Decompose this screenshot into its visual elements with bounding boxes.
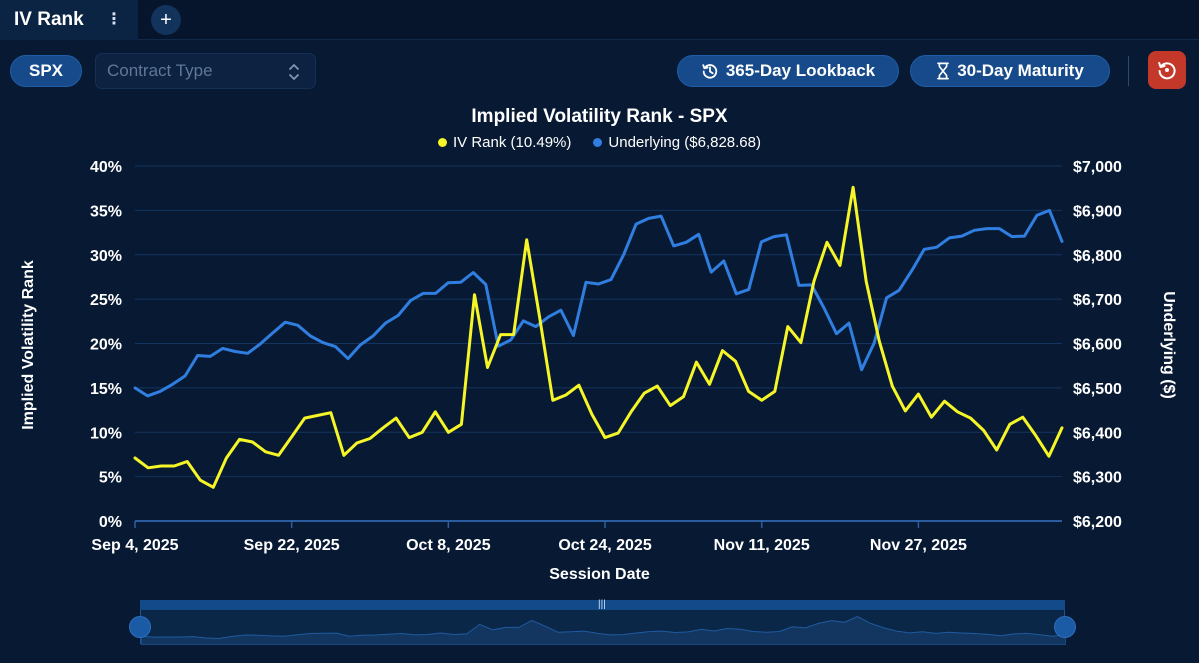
- tab-menu-icon[interactable]: ⋮: [106, 11, 122, 28]
- chart-series: [133, 185, 1064, 489]
- x-axis: Sep 4, 2025 Sep 22, 2025 Oct 8, 2025 Oct 24…: [91, 521, 967, 554]
- hourglass-icon: [937, 62, 950, 80]
- y-right-tick-label: $6,800: [1073, 248, 1122, 265]
- symbol-button[interactable]: SPX: [10, 55, 82, 87]
- x-tick-label: Oct 8, 2025: [406, 537, 491, 554]
- y-right-axis-title: Underlying ($): [1160, 291, 1177, 399]
- tab-iv-rank[interactable]: IV Rank ⋮: [0, 0, 138, 40]
- x-tick-label: Nov 27, 2025: [870, 537, 967, 554]
- add-tab-button[interactable]: +: [151, 5, 181, 35]
- chart-gridlines: [135, 165, 1062, 522]
- y-right-tick-label: $6,700: [1073, 292, 1122, 309]
- legend-label-iv-rank: IV Rank (10.49%): [453, 134, 572, 151]
- y-right-tick-labels: $6,200 $6,300 $6,400 $6,500 $6,600 $6,700 $6,8…: [1073, 159, 1122, 531]
- contract-type-placeholder: Contract Type: [107, 61, 213, 80]
- y-right-tick-label: $7,000: [1073, 159, 1122, 176]
- lookback-button[interactable]: 365-Day Lookback: [677, 55, 899, 87]
- x-tick-label: Sep 4, 2025: [91, 537, 178, 554]
- legend-item-iv-rank[interactable]: IV Rank (10.49%): [438, 134, 571, 151]
- y-left-tick-label: 10%: [90, 425, 122, 442]
- navigator-right-handle[interactable]: [1054, 616, 1076, 638]
- maturity-label: 30-Day Maturity: [957, 61, 1084, 80]
- tab-bar: IV Rank ⋮ +: [0, 0, 1199, 40]
- maturity-button[interactable]: 30-Day Maturity: [910, 55, 1110, 87]
- iv-rank-chart[interactable]: 0%5%10%15%20%25%30%35%40% $6,200$6,300$6…: [0, 95, 1199, 565]
- y-left-tick-label: 25%: [90, 292, 122, 309]
- x-tick-label: Oct 24, 2025: [558, 537, 652, 554]
- x-tick-label: Nov 11, 2025: [714, 537, 810, 554]
- y-left-tick-label: 35%: [90, 203, 122, 220]
- reset-button[interactable]: [1148, 51, 1186, 89]
- x-tick-label: Sep 22, 2025: [244, 537, 340, 554]
- navigator-series: [140, 616, 1067, 646]
- navigator-scrollbar[interactable]: [140, 600, 1065, 610]
- reset-icon: [1158, 62, 1176, 80]
- history-icon: [702, 64, 718, 79]
- navigator-sparkline: [140, 616, 1067, 646]
- y-left-tick-label: 15%: [90, 381, 122, 398]
- legend-dot-underlying: [593, 138, 603, 147]
- y-left-tick-label: 0%: [99, 514, 122, 531]
- y-left-tick-labels: 0% 5% 10% 15% 20% 25% 30% 35% 40%: [90, 159, 122, 531]
- chart-legend: IV Rank (10.49%) Underlying ($6,828.68): [0, 134, 1199, 151]
- navigator-left-handle[interactable]: [129, 616, 151, 638]
- y-right-tick-label: $6,300: [1073, 470, 1122, 487]
- y-left-axis-title: Implied Volatility Rank: [20, 260, 37, 430]
- y-right-tick-label: $6,600: [1073, 337, 1122, 354]
- legend-label-underlying: Underlying ($6,828.68): [608, 134, 761, 151]
- chevron-updown-icon: [289, 64, 299, 80]
- toolbar-divider: [1128, 56, 1129, 86]
- y-right-tick-label: $6,900: [1073, 203, 1122, 220]
- navigator-grip-icon[interactable]: |||: [598, 599, 606, 610]
- chart-title: Implied Volatility Rank - SPX: [471, 106, 728, 127]
- lookback-label: 365-Day Lookback: [725, 61, 876, 80]
- y-left-tick-label: 20%: [90, 337, 122, 354]
- y-left-tick-label: 30%: [90, 248, 122, 265]
- y-right-tick-label: $6,400: [1073, 425, 1122, 442]
- y-left-tick-label: 40%: [90, 159, 122, 176]
- contract-type-select[interactable]: Contract Type: [95, 53, 316, 89]
- series-line-iv-rank[interactable]: [133, 185, 1064, 489]
- legend-item-underlying[interactable]: Underlying ($6,828.68): [593, 134, 761, 151]
- y-right-tick-label: $6,200: [1073, 514, 1122, 531]
- tab-title: IV Rank: [14, 9, 84, 30]
- y-right-tick-label: $6,500: [1073, 381, 1122, 398]
- legend-dot-iv-rank: [438, 138, 447, 147]
- x-axis-title: Session Date: [549, 566, 650, 583]
- y-left-tick-label: 5%: [99, 470, 122, 487]
- series-line-underlying[interactable]: [133, 208, 1064, 398]
